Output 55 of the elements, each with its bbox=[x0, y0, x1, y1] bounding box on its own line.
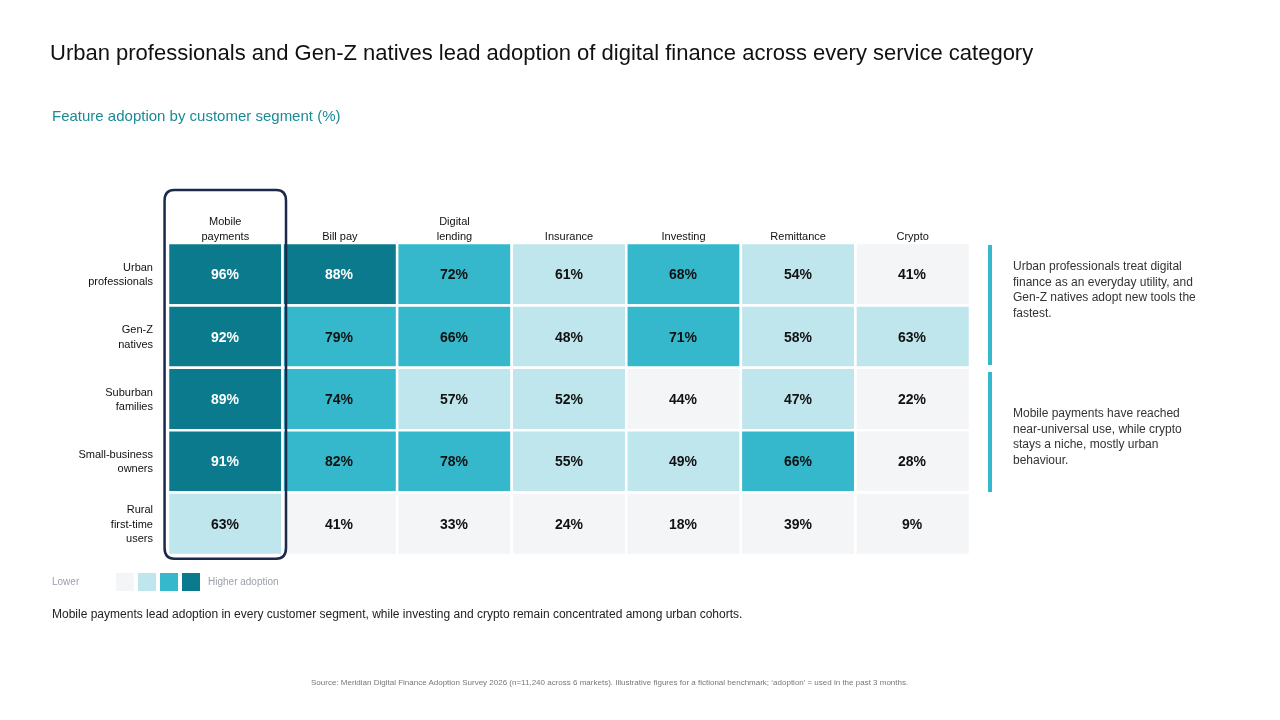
data-label: 22% bbox=[898, 391, 927, 407]
data-label: 78% bbox=[440, 453, 469, 469]
x-tick-label: Investing bbox=[661, 229, 706, 242]
chart-subtitle: Feature adoption by customer segment (%) bbox=[52, 107, 341, 124]
data-label: 24% bbox=[555, 516, 584, 532]
data-label: 66% bbox=[784, 453, 813, 469]
x-tick-label: Digital lending bbox=[436, 215, 473, 242]
text: Mobile payments lead adoption in every customer segment, while investing and crypto remain concentrated among urban cohorts. bbox=[52, 607, 743, 621]
data-label: 55% bbox=[555, 453, 584, 469]
y-tick-label: Rural first-time users bbox=[110, 503, 154, 544]
x-tick-label: Mobile payments bbox=[201, 215, 250, 242]
y-tick-label: Gen-Z natives bbox=[118, 323, 154, 350]
text: Mobile payments have reached near-universal use, while crypto stays a niche, mostly urban behaviour. bbox=[1013, 406, 1183, 467]
x-tick-label: Remittance bbox=[770, 229, 826, 242]
data-label: 44% bbox=[669, 391, 698, 407]
data-label: 82% bbox=[325, 453, 354, 469]
data-label: 96% bbox=[211, 266, 240, 282]
data-label: 9% bbox=[902, 516, 923, 532]
data-label: 66% bbox=[440, 329, 469, 345]
data-label: 88% bbox=[325, 266, 354, 282]
data-label: 33% bbox=[440, 516, 469, 532]
data-label: 58% bbox=[784, 329, 813, 345]
data-label: 63% bbox=[898, 329, 927, 345]
data-label: 47% bbox=[784, 391, 813, 407]
x-tick-label: Bill pay bbox=[322, 229, 359, 242]
source-note: Source: Meridian Digital Finance Adoption Survey 2026 (n=11,240 across 6 markets). Illustrative figures for a fictional benchmark; ‘adoption’ = used in the past 3 months. bbox=[311, 678, 909, 687]
data-label: 39% bbox=[784, 516, 813, 532]
x-tick-label: Crypto bbox=[896, 229, 929, 242]
data-label: 41% bbox=[898, 266, 927, 282]
data-label: 54% bbox=[784, 266, 813, 282]
data-label: 61% bbox=[555, 266, 584, 282]
data-label: 57% bbox=[440, 391, 469, 407]
text: Higher adoption bbox=[208, 576, 279, 587]
data-label: 74% bbox=[325, 391, 354, 407]
data-label: 92% bbox=[211, 329, 240, 345]
data-label: 89% bbox=[211, 391, 240, 407]
data-label: 49% bbox=[669, 453, 698, 469]
y-tick-label: Small-business owners bbox=[78, 448, 154, 475]
data-label: 48% bbox=[555, 329, 584, 345]
data-label: 71% bbox=[669, 329, 698, 345]
data-label: 18% bbox=[669, 516, 698, 532]
data-label: 41% bbox=[325, 516, 354, 532]
y-tick-label: Suburban families bbox=[105, 385, 154, 412]
y-tick-label: Urban professionals bbox=[88, 260, 154, 288]
x-tick-label: Insurance bbox=[544, 229, 594, 242]
text: Urban professionals treat digital finance as an everyday utility, and Gen-Z natives adopt new tools the fastest. bbox=[1013, 259, 1197, 320]
data-label: 79% bbox=[325, 329, 354, 345]
data-label: 52% bbox=[555, 391, 584, 407]
chart-title: Urban professionals and Gen-Z natives lead adoption of digital finance across every service category bbox=[50, 39, 1034, 65]
text: Lower bbox=[52, 576, 80, 587]
data-label: 63% bbox=[211, 516, 240, 532]
data-label: 72% bbox=[440, 266, 469, 282]
data-label: 28% bbox=[898, 453, 927, 469]
data-label: 68% bbox=[669, 266, 698, 282]
data-label: 91% bbox=[211, 453, 240, 469]
